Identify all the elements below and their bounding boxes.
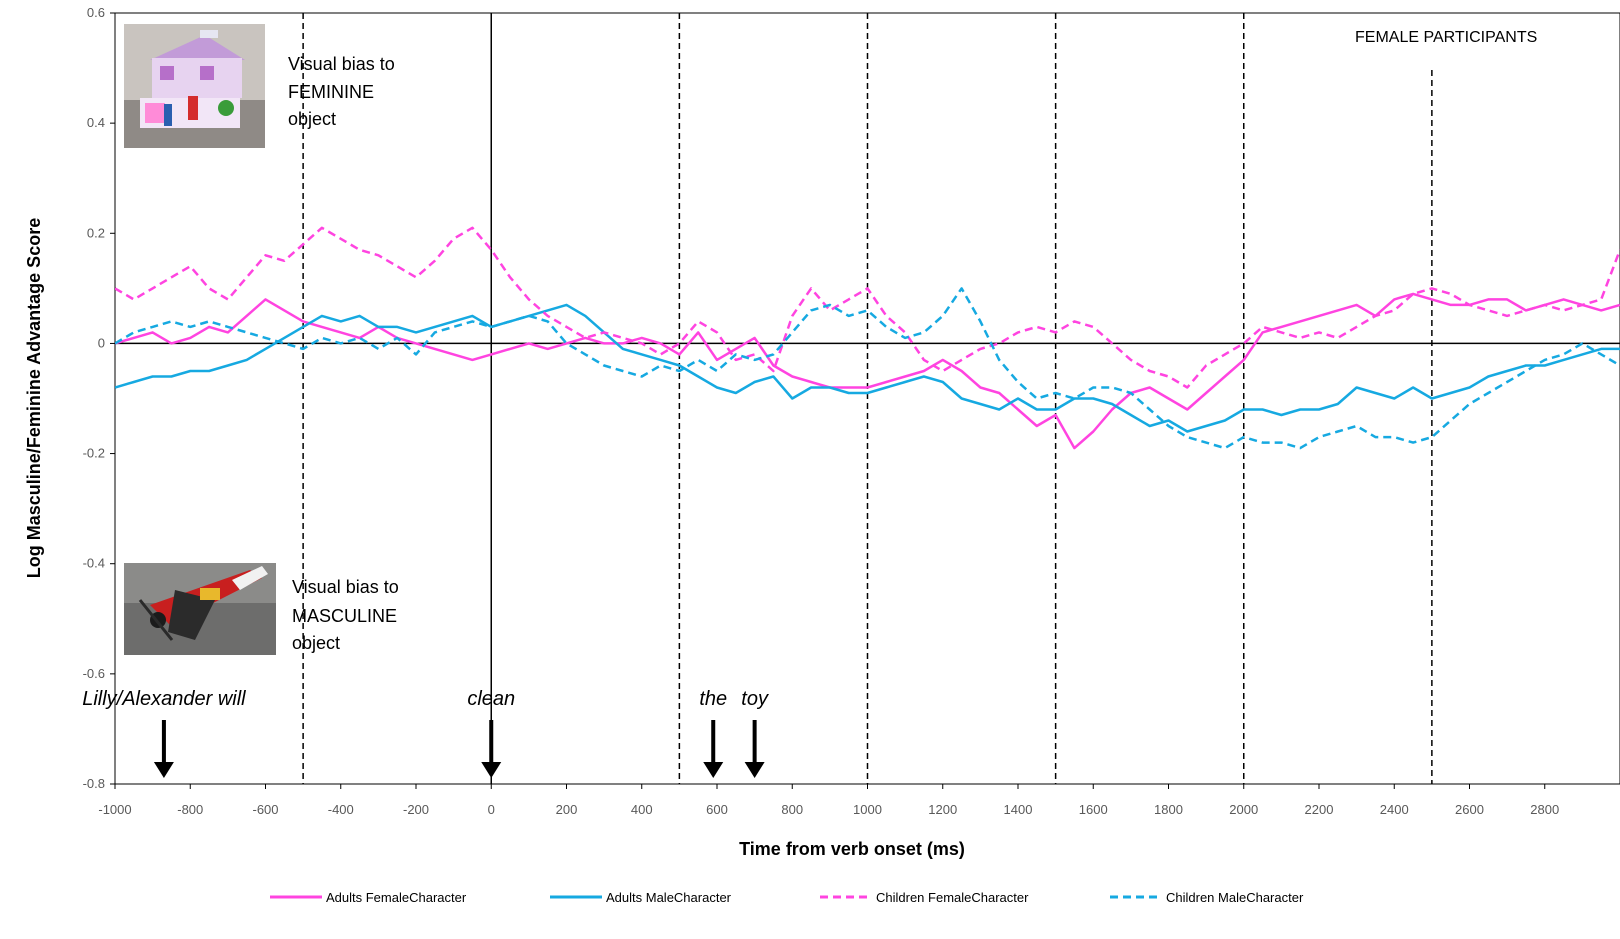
x-tick-label: -200 xyxy=(403,802,429,817)
series-line-adults-femalecharacter xyxy=(115,292,1620,450)
word-arrow-head xyxy=(744,762,765,778)
legend-label: Children FemaleCharacter xyxy=(876,890,1029,905)
x-tick-label: 1200 xyxy=(928,802,957,817)
feminine-object-image xyxy=(124,24,265,148)
word-arrow-head xyxy=(153,762,174,778)
word-marker-label: clean xyxy=(467,688,515,710)
x-tick-label: 800 xyxy=(781,802,803,817)
x-tick-label: 200 xyxy=(556,802,578,817)
feminine-bias-line-3: object xyxy=(288,109,336,129)
series-line-children-malecharacter xyxy=(115,287,1620,450)
masculine-bias-line-1: Visual bias to xyxy=(292,577,399,597)
feminine-bias-line-2: FEMININE xyxy=(288,82,374,102)
word-arrow-head xyxy=(481,762,502,778)
word-marker-label: Lilly/Alexander will xyxy=(82,688,246,710)
word-arrow-head xyxy=(703,762,724,778)
x-tick-label: 1000 xyxy=(853,802,882,817)
series-line-adults-malecharacter xyxy=(115,303,1620,433)
series-line-children-femalecharacter xyxy=(115,226,1620,389)
reference-lines xyxy=(115,13,1620,784)
y-tick-label: 0.4 xyxy=(87,115,105,130)
x-tick-label: 2000 xyxy=(1229,802,1258,817)
y-axis-title: Log Masculine/Feminine Advantage Score xyxy=(24,218,44,578)
series-lines xyxy=(115,226,1620,450)
x-tick-label: -600 xyxy=(252,802,278,817)
x-tick-label: 0 xyxy=(488,802,495,817)
y-tick-label: -0.4 xyxy=(83,556,105,571)
y-tick-label: 0 xyxy=(98,335,105,350)
x-tick-label: 400 xyxy=(631,802,653,817)
y-tick-label: -0.2 xyxy=(83,446,105,461)
x-tick-label: 2200 xyxy=(1305,802,1334,817)
word-markers: Lilly/Alexander will clean the toy xyxy=(82,688,769,778)
feminine-bias-line-1: Visual bias to xyxy=(288,54,395,74)
word-marker-label: toy xyxy=(741,688,769,710)
x-axis: -1000 -800 -600 -400 -200 0 200 400 600 800 1000 12… xyxy=(98,784,1559,817)
word-marker-label: the xyxy=(699,688,727,710)
panel-label: FEMALE PARTICIPANTS xyxy=(1355,29,1537,46)
x-tick-label: 1600 xyxy=(1079,802,1108,817)
y-tick-label: 0.2 xyxy=(87,225,105,240)
x-tick-label: 1400 xyxy=(1004,802,1033,817)
x-tick-label: 2600 xyxy=(1455,802,1484,817)
masculine-bias-line-3: object xyxy=(292,633,340,653)
masculine-bias-line-2: MASCULINE xyxy=(292,606,397,626)
x-tick-label: -1000 xyxy=(98,802,131,817)
y-tick-label: -0.6 xyxy=(83,666,105,681)
y-axis: 0.6 0.4 0.2 0 -0.2 -0.4 -0.6 -0.8 xyxy=(83,5,115,791)
legend: Adults FemaleCharacter Adults MaleCharact… xyxy=(270,890,1304,905)
x-tick-label: 2800 xyxy=(1530,802,1559,817)
legend-label: Adults MaleCharacter xyxy=(606,890,732,905)
x-tick-label: 1800 xyxy=(1154,802,1183,817)
x-tick-label: -400 xyxy=(328,802,354,817)
y-tick-label: -0.8 xyxy=(83,776,105,791)
masculine-object-image xyxy=(124,563,276,655)
y-tick-label: 0.6 xyxy=(87,5,105,20)
legend-label: Adults FemaleCharacter xyxy=(326,890,467,905)
x-tick-label: -800 xyxy=(177,802,203,817)
x-axis-title: Time from verb onset (ms) xyxy=(739,839,965,859)
legend-label: Children MaleCharacter xyxy=(1166,890,1304,905)
x-tick-label: 600 xyxy=(706,802,728,817)
x-tick-label: 2400 xyxy=(1380,802,1409,817)
